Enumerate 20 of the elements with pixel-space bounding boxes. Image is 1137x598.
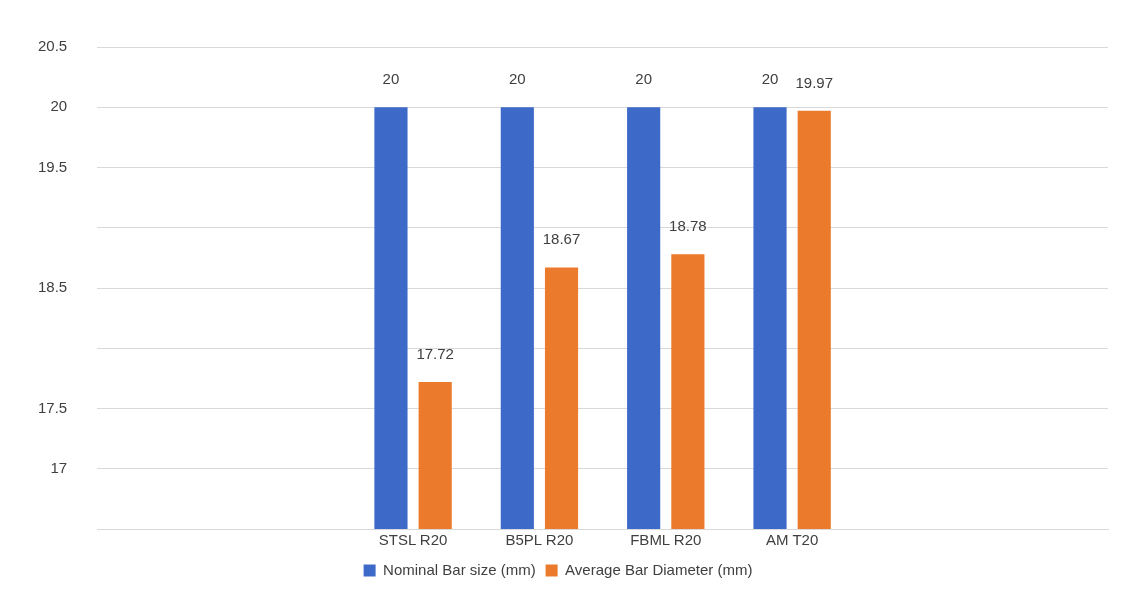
y-tick-label: 20.5 [37,37,68,55]
legend-label: Average Bar Diameter (mm) [565,560,753,578]
y-tick-label: 20 [50,97,68,115]
data-label: 20 [761,69,779,87]
x-tick-label: STSL R20 [378,531,448,549]
data-label: 17.72 [416,344,454,362]
y-tick-label: 17.5 [37,398,68,416]
data-label: 19.97 [795,73,834,91]
x-tick-label: FBML R20 [630,531,702,549]
data-label: 20 [508,69,526,87]
y-tick-label: 18.5 [37,278,68,296]
y-tick-label: 17 [50,458,68,476]
legend-label: Nominal Bar size (mm) [383,560,536,578]
x-tick-label: AM T20 [766,531,819,549]
x-tick-label: B5PL R20 [505,531,574,549]
data-label: 20 [635,69,652,87]
y-tick-label: 19.5 [37,157,68,175]
data-label: 18.67 [542,230,581,248]
data-label: 18.78 [669,216,707,234]
data-label: 20 [382,69,400,87]
